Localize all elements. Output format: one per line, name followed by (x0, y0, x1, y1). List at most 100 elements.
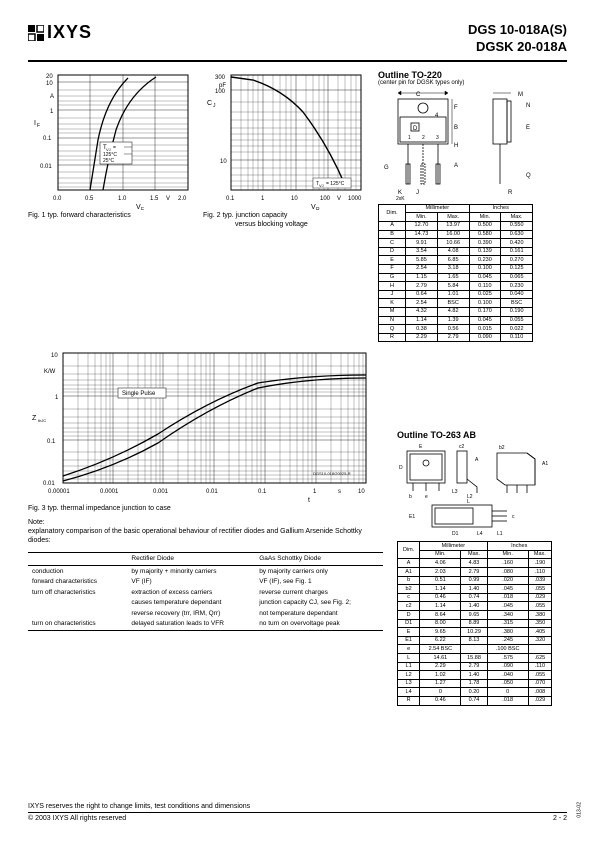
comparison-table: Rectifier Diode GaAs Schottky Diode cond… (28, 552, 383, 631)
svg-text:b: b (409, 494, 412, 500)
svg-text:VJ: VJ (319, 183, 324, 188)
table-row: c21.141.40.045.055 (398, 602, 552, 611)
svg-text:300: 300 (215, 75, 226, 81)
table-row: b21.141.40.045.055 (398, 585, 552, 594)
table-row: E9.6510.29.380.405 (398, 628, 552, 637)
note-text: explanatory comparison of the basic oper… (28, 527, 383, 545)
table-row: D8.649.65.340.380 (398, 611, 552, 620)
svg-text:V: V (166, 196, 170, 202)
svg-text:A: A (454, 163, 458, 169)
table-row: K2.54BSC0.100BSC (379, 299, 533, 308)
svg-text:F: F (454, 105, 458, 111)
svg-text:1: 1 (313, 489, 317, 495)
table-row: L14.6115.88.575.625 (398, 654, 552, 663)
svg-text:1: 1 (50, 109, 54, 115)
svg-text:B: B (454, 125, 458, 131)
svg-text:1.5: 1.5 (150, 196, 159, 202)
table-row: C9.9110.660.3900.420 (379, 239, 533, 248)
table-row: A12.7013.970.5000.550 (379, 221, 533, 230)
svg-text:20: 20 (46, 74, 53, 80)
disclaimer: IXYS reserves the right to change limits… (28, 803, 567, 810)
table-row: reverse recovery (trr, IRM, Qrr)not temp… (28, 609, 383, 619)
svg-text:J: J (213, 103, 216, 109)
svg-text:D1: D1 (452, 531, 459, 537)
svg-text:10: 10 (46, 81, 53, 87)
svg-text:R: R (508, 190, 513, 196)
table-row: E5.856.850.2300.270 (379, 256, 533, 265)
svg-text:0.01: 0.01 (40, 164, 52, 170)
svg-text:100: 100 (320, 196, 331, 202)
svg-text:2xK: 2xK (396, 196, 405, 201)
svg-text:D: D (399, 465, 403, 471)
part-number-1: DGS 10-018A(S) (468, 22, 567, 39)
table-row: L12.292.79.090.110 (398, 662, 552, 671)
fig3-chart: Single Pulse DGS10-018/20025-R 10 1 0.1 … (28, 348, 383, 512)
fig1-chart: TVJ= 125°C 25°C 20 10 1 0.1 0.01 A IF 0.… (28, 70, 193, 343)
svg-text:M: M (518, 92, 523, 98)
part-number-2: DGSK 20-018A (468, 39, 567, 56)
svg-text:D: D (413, 126, 418, 132)
svg-text:A: A (50, 94, 54, 100)
svg-text:Single Pulse: Single Pulse (122, 391, 156, 397)
svg-text:R: R (316, 207, 320, 210)
table-row: E16.228.13.245.320 (398, 636, 552, 645)
fig1-caption: Fig. 1 typ. forward characteristics (28, 212, 193, 219)
to220-drawing: D 4 1 2 3 C F B H A (378, 89, 543, 201)
note-title: Note: (28, 518, 383, 527)
svg-text:H: H (454, 143, 458, 149)
svg-text:b2: b2 (499, 445, 505, 451)
svg-text:c2: c2 (459, 444, 465, 450)
table-row: A4.064.83.160.190 (398, 559, 552, 568)
table-row: R0.460.74.018.029 (398, 696, 552, 705)
table-row: G1.151.650.0450.065 (379, 273, 533, 282)
svg-text:e: e (425, 494, 428, 500)
svg-text:I: I (34, 120, 36, 127)
svg-text:Z: Z (32, 415, 37, 422)
svg-text:10: 10 (220, 159, 227, 165)
outline-to263: Outline TO-263 AB E D e b A c2 L3 L2 (397, 348, 567, 705)
svg-text:J: J (416, 190, 419, 196)
svg-text:10: 10 (358, 489, 365, 495)
copyright: © 2003 IXYS All rights reserved (28, 815, 126, 822)
table-row: R2.292.790.0900.110 (379, 333, 533, 342)
svg-text:t: t (308, 497, 310, 503)
page-footer: IXYS reserves the right to change limits… (28, 803, 567, 822)
svg-text:0.00001: 0.00001 (48, 489, 70, 495)
svg-text:L4: L4 (477, 531, 483, 537)
svg-text:E: E (526, 125, 530, 131)
fig3-caption: Fig. 3 typ. thermal impedance junction t… (28, 505, 383, 512)
table-row: e2.54 BSC.100 BSC (398, 645, 552, 654)
svg-text:1: 1 (261, 196, 265, 202)
svg-text:E1: E1 (409, 514, 415, 520)
table-row: N1.141.390.0450.055 (379, 316, 533, 325)
svg-text:10: 10 (291, 196, 298, 202)
svg-text:0.5: 0.5 (85, 196, 94, 202)
dim-hdr: Dim. (379, 204, 406, 221)
ixys-logo: IXYS (28, 22, 92, 43)
page-number: 2 - 2 (553, 815, 567, 822)
to263-dim-table: Dim. Millimeter Inches Min.Max.Min.Max. … (397, 541, 552, 705)
table-row: D3.544.080.1390.161 (379, 247, 533, 256)
outline220-title: Outline TO-220 (378, 70, 567, 80)
svg-text:0.1: 0.1 (47, 439, 56, 445)
svg-text:A1: A1 (542, 461, 548, 467)
svg-text:1.0: 1.0 (118, 196, 127, 202)
svg-text:2: 2 (422, 135, 425, 141)
in-hdr: Inches (469, 204, 532, 213)
svg-text:E: E (419, 444, 423, 450)
table-row: causes temperature dependantjunction cap… (28, 598, 383, 608)
part-numbers: DGS 10-018A(S) DGSK 20-018A (468, 22, 567, 56)
comp-col1 (28, 552, 127, 565)
svg-text:V: V (337, 196, 341, 202)
svg-text:C: C (207, 100, 212, 107)
svg-text:L1: L1 (497, 531, 503, 537)
svg-text:N: N (526, 103, 530, 109)
left-column: Single Pulse DGS10-018/20025-R 10 1 0.1 … (28, 348, 383, 705)
table-row: A12.032.79.080.110 (398, 568, 552, 577)
svg-text:0.0001: 0.0001 (100, 489, 119, 495)
table-row: turn on characteristicsdelayed saturatio… (28, 619, 383, 630)
svg-text:25°C: 25°C (103, 158, 115, 164)
fig2-caption: Fig. 2 typ. junction capacity (203, 212, 368, 219)
to220-dim-table: Dim. Millimeter Inches Min.Max.Min.Max. … (378, 204, 533, 343)
outline220-sub: (center pin for DGSK types only) (378, 80, 567, 86)
